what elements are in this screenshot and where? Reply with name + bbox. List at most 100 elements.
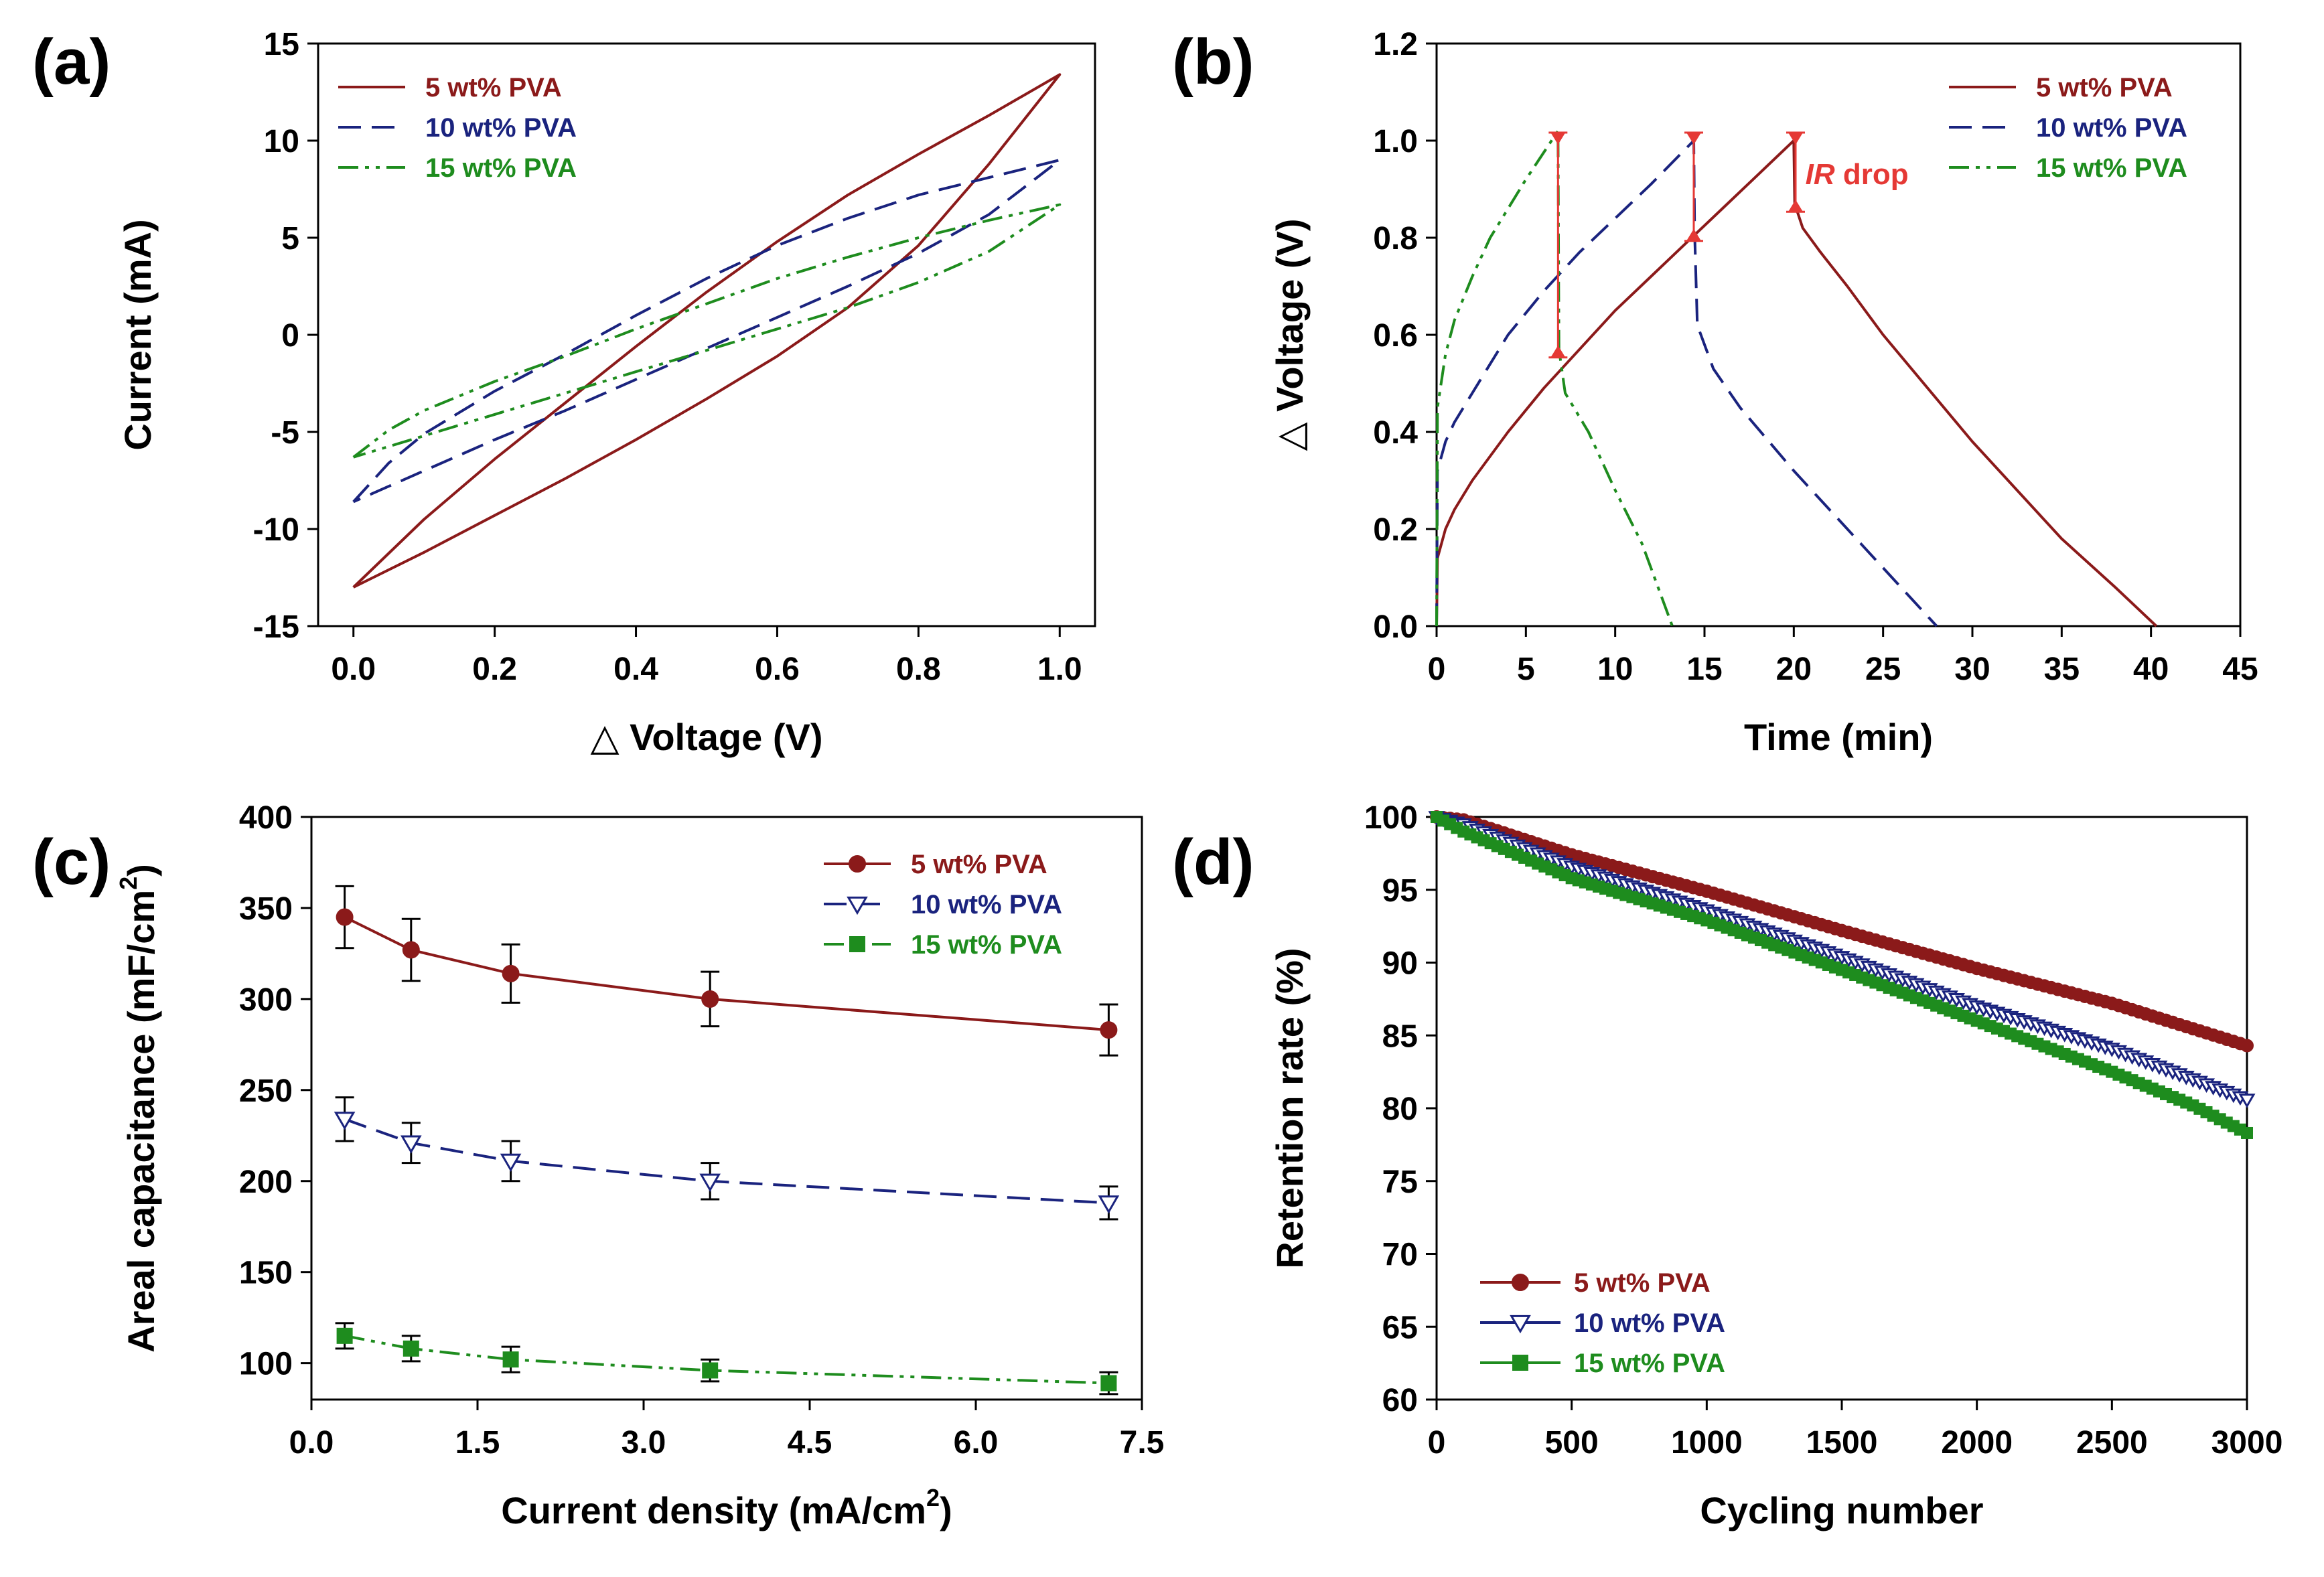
data-point bbox=[500, 1153, 522, 1173]
series-line bbox=[1435, 139, 1938, 627]
data-point bbox=[336, 1327, 353, 1344]
x-tick-label: 500 bbox=[1545, 1425, 1599, 1460]
x-axis-label-sup: 2 bbox=[926, 1484, 940, 1511]
ir-drop-annotation-ir: IR bbox=[1806, 158, 1835, 191]
x-axis-label: △ Voltage (V) bbox=[591, 716, 823, 758]
data-point bbox=[2241, 1126, 2253, 1139]
y-tick-label: 0.4 bbox=[1373, 415, 1418, 451]
legend-label: 5 wt% PVA bbox=[425, 73, 562, 102]
legend-label: 15 wt% PVA bbox=[425, 153, 577, 183]
data-point bbox=[334, 1112, 356, 1130]
legend-label: 5 wt% PVA bbox=[911, 850, 1047, 879]
data-point bbox=[2240, 1039, 2254, 1053]
x-tick-label: 35 bbox=[2044, 652, 2080, 687]
series-line bbox=[1435, 129, 1674, 627]
y-axis-label: Current (mA) bbox=[117, 219, 159, 450]
data-point bbox=[1100, 1375, 1117, 1392]
x-tick-label: 2500 bbox=[2076, 1425, 2148, 1460]
x-tick-label: 40 bbox=[2133, 652, 2169, 687]
y-tick-label: 0.6 bbox=[1373, 318, 1418, 354]
panel-label: (a) bbox=[32, 26, 111, 98]
x-axis-label: Cycling number bbox=[1700, 1489, 1983, 1531]
series-line bbox=[344, 1118, 1109, 1205]
y-tick-label: 0.8 bbox=[1373, 221, 1418, 256]
series-line bbox=[352, 159, 1062, 504]
ir-arrow-top bbox=[1686, 133, 1701, 145]
x-tick-label: 0.8 bbox=[896, 652, 941, 687]
x-tick-label: 1500 bbox=[1806, 1425, 1878, 1460]
y-tick-label: -5 bbox=[271, 415, 299, 451]
ir-arrow-bottom bbox=[1686, 228, 1701, 241]
x-tick-label: 6.0 bbox=[954, 1425, 999, 1460]
data-point bbox=[1100, 1021, 1118, 1039]
y-tick-label: 90 bbox=[1382, 946, 1418, 982]
x-tick-label: 2000 bbox=[1941, 1425, 2013, 1460]
x-tick-label: 15 bbox=[1686, 652, 1722, 687]
y-axis-label: △ Voltage (V) bbox=[1268, 219, 1311, 451]
x-tick-label: 3.0 bbox=[622, 1425, 666, 1460]
data-point bbox=[502, 1351, 519, 1368]
y-tick-label: 15 bbox=[264, 27, 299, 62]
x-tick-label: 25 bbox=[1865, 652, 1901, 687]
chart-d: 0 500 1000 1500 2000 2500 3000 60 65 70 75 80 85 90 95… bbox=[1172, 800, 2282, 1531]
ir-drop-annotation: IR drop bbox=[1806, 158, 1909, 191]
y-tick-label: 400 bbox=[239, 800, 293, 836]
x-tick-label: 0 bbox=[1428, 1425, 1446, 1460]
y-tick-label: 1.0 bbox=[1373, 124, 1418, 159]
data-point bbox=[699, 1173, 721, 1192]
x-tick-label: 0.0 bbox=[289, 1425, 334, 1460]
panel-label: (c) bbox=[32, 826, 111, 898]
x-axis-label: Time (min) bbox=[1744, 716, 1933, 758]
y-tick-label: 75 bbox=[1382, 1165, 1418, 1200]
data-point bbox=[702, 1362, 719, 1379]
x-tick-label: 0.0 bbox=[331, 652, 376, 687]
data-point bbox=[849, 855, 866, 873]
legend-label: 10 wt% PVA bbox=[1574, 1308, 1725, 1338]
x-tick-label: 0.4 bbox=[613, 652, 658, 687]
y-tick-label: 65 bbox=[1382, 1310, 1418, 1345]
data-point bbox=[1512, 1274, 1529, 1291]
chart-b: 0 5 10 15 20 25 30 35 40 45 0.0 0.2 0.4 0.6 0.8 1.0 1.2 (… bbox=[1172, 26, 2258, 758]
panel-label: (d) bbox=[1172, 826, 1254, 898]
y-tick-label: 100 bbox=[1364, 800, 1418, 836]
y-tick-label: 5 bbox=[281, 221, 299, 256]
y-tick-label: 60 bbox=[1382, 1383, 1418, 1418]
ir-arrow-top bbox=[1788, 133, 1803, 145]
y-axis-label: Retention rate (%) bbox=[1268, 948, 1311, 1268]
ir-arrow-top bbox=[1550, 133, 1566, 145]
data-point bbox=[400, 1135, 422, 1154]
x-tick-label: 30 bbox=[1954, 652, 1990, 687]
series-line bbox=[352, 203, 1062, 459]
y-tick-label: 250 bbox=[239, 1073, 293, 1109]
chart-a: 0.0 0.2 0.4 0.6 0.8 1.0 -15 -10 -5 0 5 10 15 (a) △ Vol… bbox=[32, 26, 1096, 758]
x-tick-label: 4.5 bbox=[788, 1425, 832, 1460]
y-tick-label: 350 bbox=[239, 891, 293, 927]
x-tick-label: 0.2 bbox=[472, 652, 517, 687]
y-tick-label: 0.2 bbox=[1373, 512, 1418, 548]
x-tick-label: 7.5 bbox=[1120, 1425, 1165, 1460]
x-tick-label: 0.6 bbox=[755, 652, 800, 687]
ir-arrow-bottom bbox=[1550, 345, 1566, 358]
legend-label: 5 wt% PVA bbox=[1574, 1268, 1711, 1298]
legend-label: 10 wt% PVA bbox=[2036, 113, 2187, 143]
data-point bbox=[849, 936, 865, 952]
data-point bbox=[402, 941, 420, 959]
y-tick-label: 80 bbox=[1382, 1092, 1418, 1127]
data-point bbox=[2238, 1094, 2256, 1108]
x-tick-label: 3000 bbox=[2211, 1425, 2283, 1460]
legend-label: 15 wt% PVA bbox=[2036, 153, 2187, 183]
x-tick-label: 10 bbox=[1597, 652, 1633, 687]
y-axis-label: Areal capacitance (mF/cm2) bbox=[115, 864, 162, 1353]
y-tick-label: 1.2 bbox=[1373, 27, 1418, 62]
data-point bbox=[847, 896, 868, 915]
x-tick-label: 20 bbox=[1776, 652, 1812, 687]
series-line bbox=[352, 73, 1062, 589]
data-point bbox=[701, 990, 719, 1008]
y-tick-label: 10 bbox=[264, 124, 299, 159]
ir-drop-annotation-word: drop bbox=[1835, 158, 1909, 191]
x-tick-label: 1.5 bbox=[455, 1425, 500, 1460]
x-tick-label: 5 bbox=[1517, 652, 1535, 687]
plot-frame bbox=[1435, 816, 2248, 1401]
y-tick-label: 200 bbox=[239, 1165, 293, 1200]
legend-label: 10 wt% PVA bbox=[911, 890, 1062, 919]
